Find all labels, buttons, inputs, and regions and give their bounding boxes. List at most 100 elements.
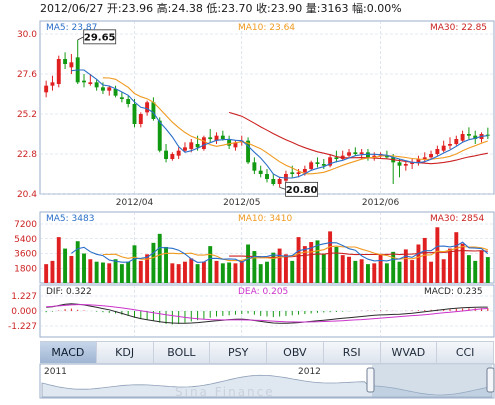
candle-body — [328, 157, 333, 166]
volume-bar — [315, 240, 320, 283]
candle-body — [359, 152, 364, 154]
volume-bar — [246, 244, 251, 283]
macd-lines — [46, 303, 488, 324]
price-tick-label: 27.6 — [17, 70, 37, 80]
volume-bar — [220, 263, 225, 283]
price-panel-frame — [39, 20, 495, 195]
tab-wvad[interactable]: WVAD — [380, 342, 438, 363]
navigator-label-2012: 2012 — [298, 367, 321, 377]
candle-body — [410, 162, 415, 164]
volume-bar — [50, 260, 55, 283]
tab-cci[interactable]: CCI — [437, 342, 494, 363]
marker-pointer — [279, 186, 286, 190]
header-quote: 2012/06/27 开:23.96 高:24.38 低:23.70 收:23.… — [40, 1, 402, 15]
tab-psy[interactable]: PSY — [210, 342, 267, 363]
candle-body — [176, 150, 181, 156]
volume-bar — [460, 243, 465, 283]
candle-body — [69, 62, 74, 68]
volume-bar — [416, 244, 421, 283]
volume-bar — [126, 261, 131, 283]
price-tick-label: 22.8 — [17, 150, 37, 160]
candle-body — [347, 152, 351, 156]
header-change-label: 幅: — [352, 2, 367, 15]
candle-body — [82, 80, 86, 83]
price-tick-label: 25.2 — [17, 110, 37, 120]
candle-body — [353, 152, 358, 154]
volume-bar — [321, 253, 326, 283]
volume-bar — [378, 254, 383, 283]
candle-body — [44, 85, 49, 93]
candle-body — [422, 157, 427, 159]
macd-dea-line — [46, 304, 488, 323]
candle-body — [214, 135, 219, 141]
candle-body — [94, 82, 99, 88]
marker-pointer — [77, 36, 84, 41]
navigator-selected-range[interactable] — [372, 365, 492, 397]
candle-body — [315, 162, 320, 164]
volume-bar — [359, 259, 364, 283]
candle-body — [208, 137, 213, 139]
volume-bar — [334, 246, 339, 283]
volume-bar — [429, 261, 434, 283]
macd-dea-legend: DEA: 0.205 — [238, 287, 288, 297]
volume-bar — [201, 261, 206, 283]
header-volume: 3163 — [321, 2, 349, 15]
volume-bar — [69, 255, 74, 283]
volume-bar — [170, 263, 175, 283]
volume-bar — [403, 249, 408, 283]
volume-bar — [454, 232, 459, 283]
volume-bar — [391, 251, 396, 283]
candle-body — [429, 154, 434, 158]
tab-rsi[interactable]: RSI — [323, 342, 381, 363]
volume-bar — [183, 261, 187, 283]
price-ma5-line — [71, 69, 488, 179]
candle-body — [448, 144, 452, 146]
volume-bars — [44, 227, 490, 283]
tab-boll[interactable]: BOLL — [153, 342, 211, 363]
navigator-right-handle[interactable] — [486, 367, 495, 393]
candle-body — [138, 114, 143, 124]
price-ma10-line — [102, 77, 488, 175]
volume-bar — [157, 233, 162, 283]
navigator-left-handle[interactable] — [366, 367, 375, 393]
volume-bar — [290, 260, 295, 283]
volume-bar — [151, 242, 156, 283]
macd-dif-line — [46, 303, 488, 324]
candle-body — [88, 82, 93, 84]
candle-body — [271, 179, 276, 184]
volume-bar — [265, 261, 269, 283]
volume-bar — [473, 260, 478, 283]
volume-bar — [195, 264, 200, 283]
tab-macd[interactable]: MACD — [40, 342, 97, 363]
volume-tick-label: 3600 — [14, 250, 37, 260]
candle-body — [473, 135, 478, 139]
candle-body — [183, 147, 187, 151]
volume-bar — [132, 245, 137, 283]
volume-bar — [397, 261, 402, 283]
price-tick-label: 20.4 — [17, 190, 37, 200]
candle-body — [334, 157, 339, 159]
price-ma5-legend: MA5: 23.87 — [46, 23, 97, 33]
candle-body — [233, 142, 238, 148]
volume-bar — [466, 255, 471, 283]
candle-body — [258, 170, 263, 174]
volume-bar — [82, 253, 86, 283]
tab-kdj[interactable]: KDJ — [96, 342, 154, 363]
navigator-overview-line — [41, 374, 493, 398]
candle-body — [302, 169, 307, 173]
candle-body — [454, 139, 459, 144]
volume-ma30-legend: MA30: 2854 — [430, 214, 484, 224]
volume-bar — [384, 263, 389, 283]
tab-obv[interactable]: OBV — [267, 342, 324, 363]
volume-ma10-line — [102, 245, 488, 262]
candle-body — [56, 59, 61, 84]
high-marker-label: 29.65 — [84, 32, 116, 43]
header-date: 2012/06/27 — [40, 2, 103, 15]
volume-bar — [347, 256, 351, 283]
candle-body — [195, 144, 200, 148]
volume-bar — [296, 237, 301, 283]
header-low-label: 低: — [206, 2, 221, 15]
low-marker-label: 20.80 — [286, 185, 318, 196]
